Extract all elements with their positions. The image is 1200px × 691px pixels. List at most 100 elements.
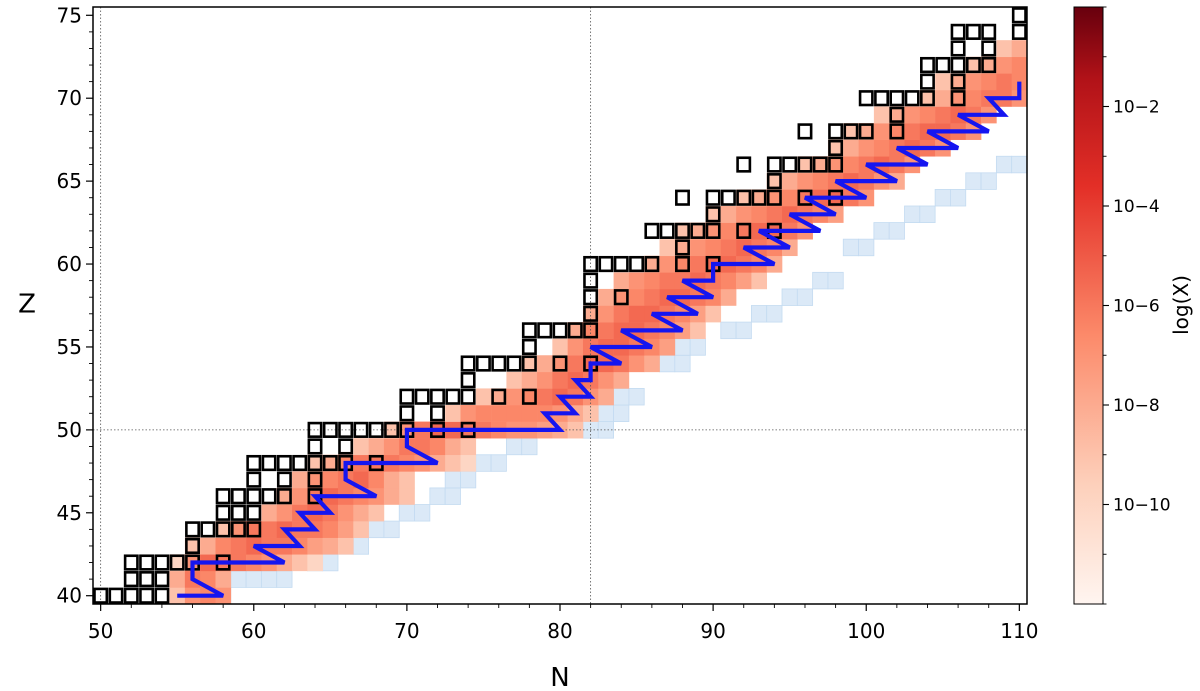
- abundance-cell: [873, 106, 890, 124]
- abundance-cell: [230, 537, 247, 555]
- abundance-cell: [935, 106, 951, 124]
- stable-isotope-box: [567, 322, 583, 339]
- colorbar-tick-label: 10−8: [1113, 396, 1160, 416]
- abundance-cell: [598, 388, 614, 406]
- abundance-cell: [537, 355, 553, 373]
- colorbar-tick-label: 10−6: [1113, 297, 1160, 317]
- y-axis-label: Z: [18, 290, 36, 320]
- stable-isotope-box: [736, 222, 752, 239]
- stable-isotope-box: [307, 471, 323, 488]
- abundance-cell: [843, 139, 859, 157]
- abundance-cell: [843, 156, 859, 174]
- stable-isotope-box: [675, 189, 690, 206]
- stable-isotope-boxes: [93, 7, 1027, 604]
- stable-isotope-box: [828, 123, 844, 140]
- stable-isotope-box: [644, 222, 660, 239]
- abundance-cell: [873, 139, 890, 157]
- abundance-cell: [935, 89, 951, 107]
- neutron-rich-cell: [919, 205, 936, 223]
- abundance-cell: [491, 405, 507, 422]
- neutron-rich-cell: [368, 520, 385, 539]
- abundance-cell: [292, 487, 308, 505]
- abundance-cell: [261, 521, 278, 538]
- abundance-cell: [506, 388, 523, 406]
- abundance-cell: [292, 554, 308, 572]
- neutron-rich-cell: [689, 338, 706, 356]
- abundance-cell: [904, 106, 921, 124]
- abundance-cell: [674, 222, 691, 240]
- abundance-cell: [873, 123, 890, 140]
- stable-isotope-box: [766, 173, 782, 190]
- stable-isotope-box: [414, 388, 430, 405]
- abundance-cell: [521, 388, 538, 406]
- abundance-cell: [644, 255, 660, 273]
- neutron-rich-cell: [750, 305, 768, 323]
- stable-isotope-box: [139, 571, 155, 588]
- stable-isotope-box: [950, 40, 966, 57]
- stable-isotope-box: [889, 106, 905, 123]
- abundance-cell: [628, 288, 645, 306]
- y-tick-label: 65: [57, 169, 82, 193]
- abundance-cell: [919, 106, 936, 124]
- stable-isotope-box: [705, 206, 721, 223]
- abundance-cell: [307, 454, 323, 472]
- abundance-cell: [307, 537, 323, 555]
- neutron-rich-cell: [904, 205, 921, 223]
- stable-isotope-box: [307, 421, 323, 438]
- stable-isotope-box: [552, 355, 568, 372]
- stable-isotope-box: [950, 90, 966, 107]
- stable-isotope-box: [307, 438, 323, 455]
- abundance-cell: [337, 537, 354, 555]
- stable-isotope-box: [276, 454, 292, 472]
- neutron-rich-cell: [873, 222, 890, 240]
- y-tick-label: 50: [57, 418, 82, 442]
- neutron-rich-cell: [276, 570, 293, 588]
- abundance-cell: [353, 521, 369, 538]
- abundance-cell: [644, 355, 660, 373]
- neutron-rich-cell: [429, 487, 446, 505]
- colorbar: 10−2 10−4 10−6 10−8 10−10 log(X): [1073, 6, 1193, 605]
- y-axis-ticks: 40 45 50 55 60 65 70 75: [57, 3, 93, 608]
- abundance-cell: [720, 239, 737, 257]
- abundance-cell: [705, 239, 722, 257]
- abundance-cell: [965, 89, 982, 107]
- stable-isotope-box: [920, 56, 935, 74]
- r-process-path-line: [177, 81, 1022, 598]
- y-tick-label: 70: [57, 86, 82, 110]
- abundance-cell: [276, 504, 293, 522]
- abundance-cell: [705, 206, 722, 223]
- neutron-rich-cell: [812, 271, 829, 290]
- neutron-rich-cell: [460, 470, 477, 489]
- stable-isotope-box: [583, 272, 599, 289]
- neutron-rich-cell: [613, 388, 630, 406]
- abundance-cell: [996, 73, 1012, 91]
- x-axis-ticks: 50 60 70 80 90 100 110: [88, 604, 1038, 643]
- abundance-cell: [613, 305, 630, 323]
- abundance-cell: [644, 272, 660, 290]
- stable-isotope-box: [384, 421, 400, 438]
- stable-isotope-box: [598, 255, 614, 273]
- abundance-cell: [460, 405, 477, 422]
- abundance-cell: [598, 371, 614, 389]
- stable-isotope-box: [736, 156, 752, 173]
- abundance-cell: [215, 521, 232, 538]
- abundance-cell: [812, 156, 829, 174]
- abundance-cell: [690, 222, 706, 240]
- abundance-cell: [797, 172, 813, 190]
- stable-isotope-box: [307, 454, 323, 472]
- abundance-cell: [950, 73, 967, 91]
- stable-isotope-box: [950, 23, 966, 40]
- neutron-rich-cell: [383, 520, 400, 539]
- stable-isotope-box: [506, 355, 522, 372]
- abundance-cell: [1011, 56, 1027, 74]
- abundance-cell: [537, 388, 553, 406]
- stable-isotope-box: [751, 189, 767, 206]
- neutron-rich-cell: [322, 553, 339, 572]
- stable-isotope-box: [338, 438, 354, 455]
- stable-isotope-box: [261, 454, 277, 472]
- abundance-cell: [858, 123, 875, 140]
- stable-isotope-box: [475, 355, 491, 372]
- abundance-cell: [720, 222, 737, 240]
- stable-isotope-box: [583, 255, 599, 273]
- neutron-rich-cells: [199, 155, 1027, 604]
